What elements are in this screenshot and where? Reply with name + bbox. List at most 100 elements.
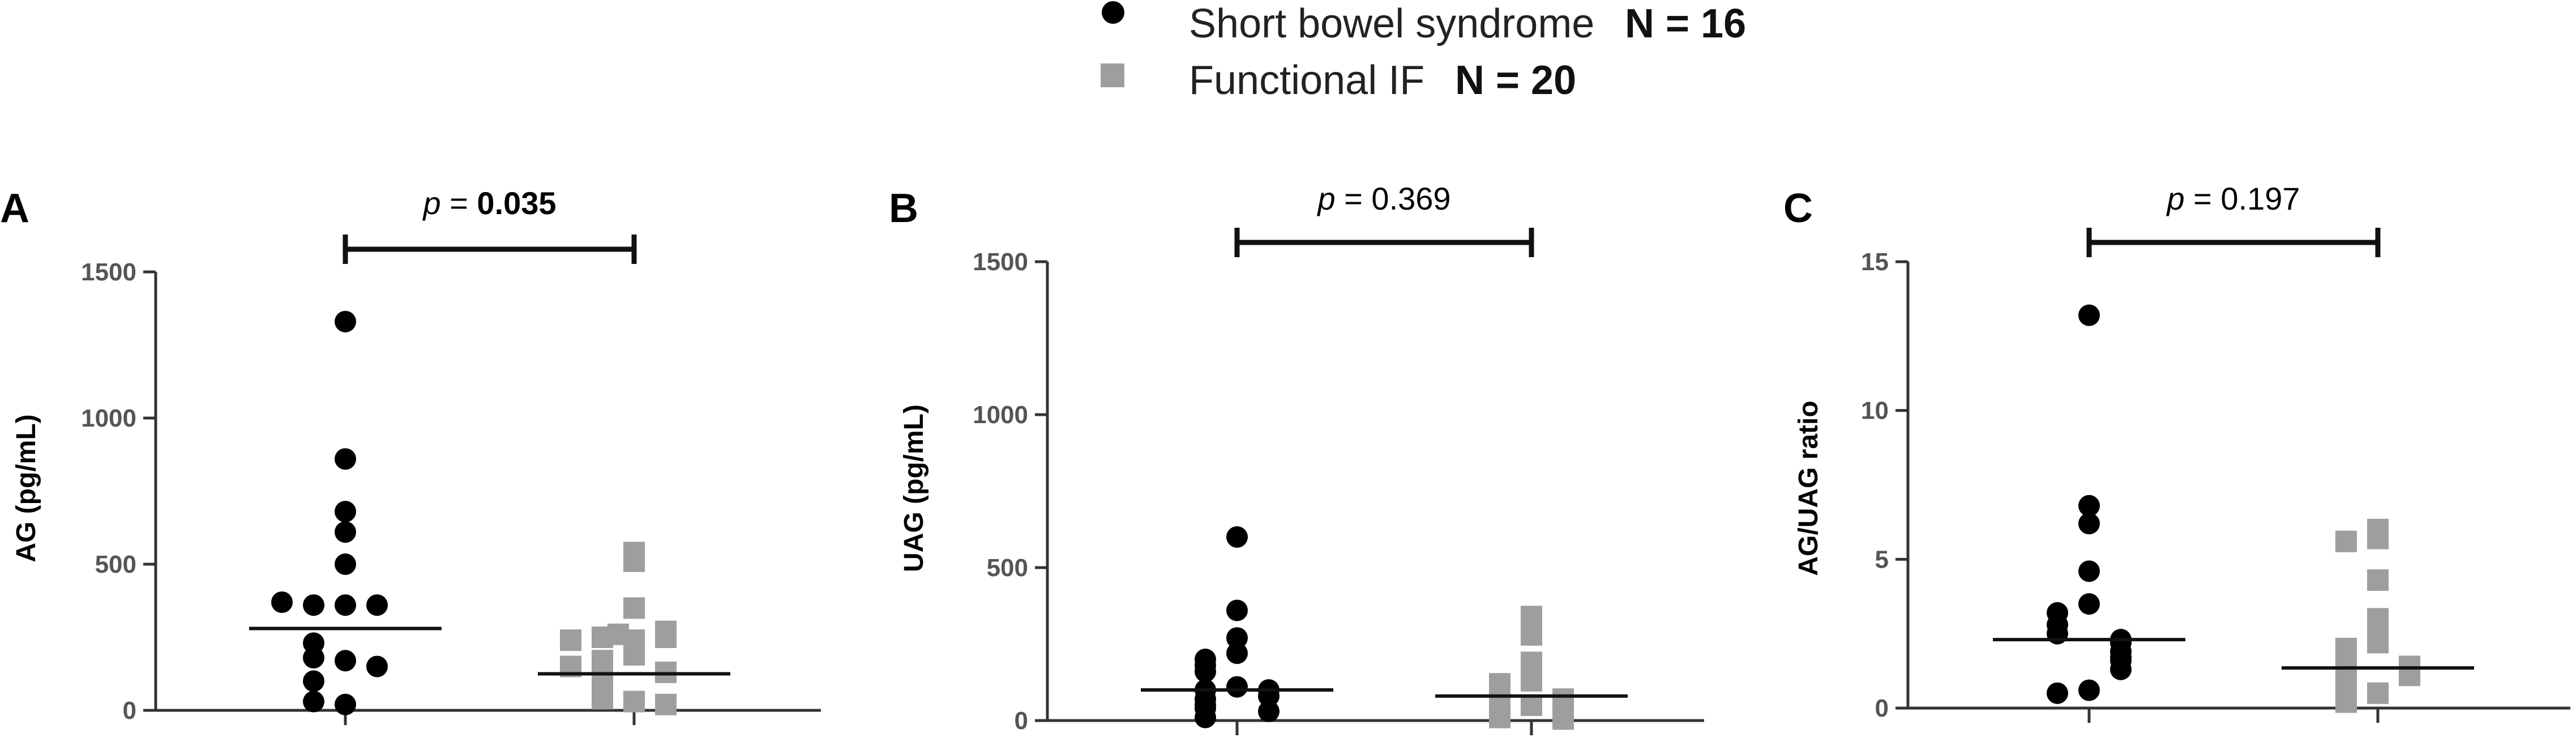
sbs-point bbox=[2110, 658, 2132, 680]
data-points bbox=[2047, 304, 2420, 713]
sbs-point bbox=[2078, 593, 2100, 615]
legend: Short bowel syndrome N = 16 Functional I… bbox=[1101, 1, 1746, 103]
sbs-point bbox=[303, 594, 324, 616]
fif-point bbox=[2367, 527, 2389, 549]
fif-point bbox=[1552, 688, 1574, 710]
fif-point bbox=[623, 550, 645, 572]
y-tick-label: 15 bbox=[1861, 248, 1889, 276]
legend-n-fif: N = 20 bbox=[1455, 58, 1576, 103]
y-tick-label: 0 bbox=[1015, 707, 1028, 735]
fif-point bbox=[623, 597, 645, 619]
sbs-point bbox=[2078, 495, 2100, 517]
p-value-label: p = 0.369 bbox=[1316, 181, 1450, 216]
sbs-point bbox=[366, 594, 388, 616]
fif-point bbox=[2335, 691, 2357, 713]
sbs-point bbox=[303, 632, 324, 654]
median-lines bbox=[1141, 688, 1628, 698]
sbs-point bbox=[1226, 627, 1248, 649]
data-points bbox=[271, 310, 677, 715]
p-value: 0.035 bbox=[477, 185, 556, 221]
x-axis-ticks bbox=[2087, 708, 2380, 723]
sbs-point bbox=[2078, 304, 2100, 326]
sbs-point bbox=[1195, 660, 1216, 683]
legend-n-sbs: N = 16 bbox=[1625, 1, 1746, 46]
sbs-point bbox=[335, 448, 356, 470]
fif-point bbox=[2335, 530, 2357, 552]
legend-marker-sbs bbox=[1102, 1, 1124, 24]
y-axis-title: UAG (pg/mL) bbox=[899, 404, 929, 572]
sbs-point bbox=[1226, 599, 1248, 621]
panel-a: A AG (pg/mL) 0 500 1000 1500 p = 0.035 bbox=[0, 185, 821, 725]
sbs-point bbox=[335, 693, 356, 715]
y-tick-label: 1500 bbox=[973, 248, 1028, 276]
fif-point bbox=[623, 691, 645, 713]
fif-point bbox=[607, 623, 629, 645]
fif-point bbox=[2367, 682, 2389, 704]
fif-point bbox=[2367, 569, 2389, 591]
sbs-point bbox=[335, 501, 356, 523]
sbs-point bbox=[1226, 642, 1248, 664]
sbs-point bbox=[1226, 676, 1248, 698]
y-tick-label: 1500 bbox=[81, 258, 136, 286]
panel-letter-a: A bbox=[0, 186, 29, 231]
sbs-point bbox=[2078, 679, 2100, 701]
sbs-point bbox=[303, 691, 324, 713]
y-tick-label: 1000 bbox=[973, 401, 1028, 429]
significance-bracket bbox=[2086, 228, 2381, 257]
sbs-point bbox=[1226, 526, 1248, 548]
y-tick-label: 10 bbox=[1861, 397, 1889, 425]
sbs-point bbox=[303, 670, 324, 692]
data-points bbox=[1195, 526, 1574, 730]
sbs-point bbox=[335, 521, 356, 543]
panel-b: B UAG (pg/mL) 0 500 1000 1500 p = 0.369 bbox=[889, 181, 1704, 735]
fif-point bbox=[2367, 632, 2389, 654]
sbs-point bbox=[2047, 682, 2068, 704]
fif-point bbox=[592, 688, 613, 710]
legend-label-sbs: Short bowel syndrome bbox=[1189, 1, 1594, 46]
significance-bracket bbox=[1234, 228, 1534, 257]
sbs-point bbox=[335, 650, 356, 672]
p-equals: = bbox=[2185, 181, 2221, 216]
legend-marker-fif bbox=[1101, 63, 1124, 87]
x-axis-ticks bbox=[1235, 721, 1533, 735]
sbs-point bbox=[1195, 706, 1216, 728]
fif-point bbox=[655, 620, 677, 642]
y-tick-label: 5 bbox=[1875, 546, 1889, 573]
legend-label-fif: Functional IF bbox=[1189, 58, 1424, 103]
panel-letter-b: B bbox=[889, 186, 918, 231]
p-equals: = bbox=[441, 185, 477, 221]
median-lines bbox=[1993, 638, 2474, 670]
median-lines bbox=[249, 627, 730, 676]
sbs-point bbox=[335, 310, 356, 333]
sbs-point bbox=[1258, 700, 1280, 722]
sbs-point bbox=[335, 594, 356, 616]
fif-point bbox=[1489, 706, 1510, 728]
p-value: 0.197 bbox=[2220, 181, 2300, 216]
y-axis-ticks: 0 5 10 15 bbox=[1861, 248, 1908, 722]
panel-c: C AG/UAG ratio 0 5 10 15 p = 0.197 bbox=[1783, 181, 2570, 723]
y-tick-label: 500 bbox=[987, 554, 1028, 582]
y-axis-ticks: 0 500 1000 1500 bbox=[81, 258, 156, 725]
y-tick-label: 500 bbox=[95, 551, 136, 578]
sbs-point bbox=[366, 655, 388, 677]
fif-point bbox=[1521, 624, 1542, 646]
x-axis-ticks bbox=[344, 710, 636, 725]
panel-letter-c: C bbox=[1783, 186, 1813, 231]
significance-bracket bbox=[343, 235, 637, 264]
y-axis-title: AG/UAG ratio bbox=[1794, 400, 1824, 576]
p-symbol: p bbox=[422, 185, 440, 221]
y-tick-label: 1000 bbox=[81, 404, 136, 432]
p-value: 0.369 bbox=[1371, 181, 1450, 216]
sbs-point bbox=[335, 553, 356, 575]
fif-point bbox=[1552, 708, 1574, 730]
p-symbol: p bbox=[2166, 181, 2184, 216]
fif-point bbox=[1521, 694, 1542, 716]
y-axis-ticks: 0 500 1000 1500 bbox=[973, 248, 1047, 735]
fif-point bbox=[1521, 606, 1542, 628]
y-tick-label: 0 bbox=[123, 697, 136, 725]
p-value-label: p = 0.197 bbox=[2166, 181, 2300, 216]
sbs-point bbox=[271, 591, 293, 613]
fif-point bbox=[560, 629, 581, 651]
